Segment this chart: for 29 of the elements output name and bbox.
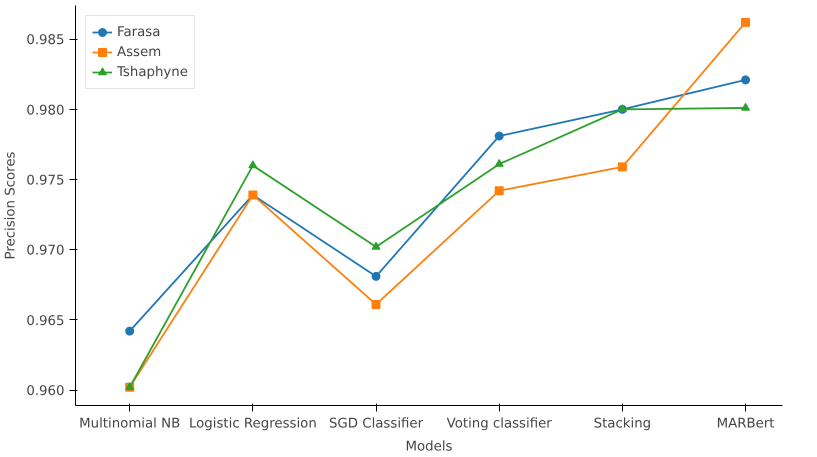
x-axis-title: Models xyxy=(406,440,453,454)
legend-label: Assem xyxy=(117,44,162,60)
x-tick-label: Logistic Regression xyxy=(188,416,317,432)
point xyxy=(741,18,750,27)
point xyxy=(125,326,134,336)
x-tick-label: Multinomial NB xyxy=(79,416,180,432)
point xyxy=(618,162,627,172)
legend-label: Tshaphyne xyxy=(117,64,188,80)
point xyxy=(372,272,381,281)
point xyxy=(741,75,750,84)
x-tick-label: Stacking xyxy=(594,416,652,432)
point xyxy=(248,160,258,168)
point xyxy=(372,242,381,250)
x-tick-label: MARBert xyxy=(716,416,775,432)
y-tick-label: 0.965 xyxy=(26,314,64,329)
point xyxy=(494,186,504,196)
point xyxy=(494,158,504,167)
point xyxy=(372,300,381,309)
point xyxy=(741,102,750,111)
legend-label: Farasa xyxy=(117,24,160,40)
point xyxy=(494,132,504,141)
x-tick-label: Voting classifier xyxy=(446,416,552,432)
x-tick-label: SGD Classifier xyxy=(328,416,424,432)
y-tick-label: 0.970 xyxy=(26,244,64,259)
y-tick-label: 0.975 xyxy=(26,174,64,189)
y-tick-label: 0.960 xyxy=(26,384,64,400)
y-tick-label: 0.985 xyxy=(26,33,64,48)
y-tick-label: 0.980 xyxy=(26,103,64,118)
y-axis-title: Precision Scores xyxy=(3,151,18,260)
